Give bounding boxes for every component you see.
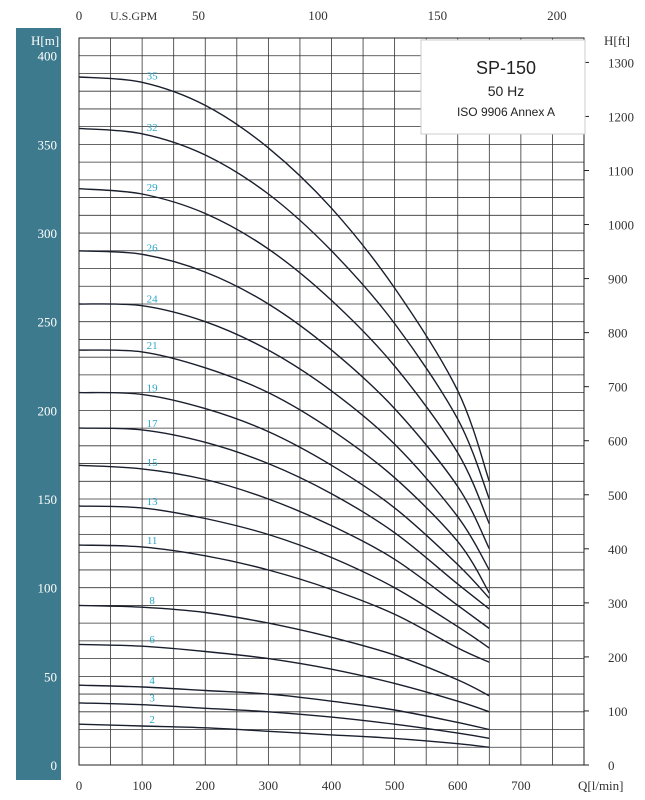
y2-tick-label: 1300 — [608, 55, 634, 70]
y2-tick-label: 1200 — [608, 109, 634, 124]
y2-tick-label: 100 — [608, 704, 628, 719]
head-curve-stage-29 — [78, 188, 490, 525]
x-tick-label: 400 — [322, 778, 342, 793]
head-curve-stage-13 — [78, 505, 490, 649]
stage-label-15: 15 — [147, 457, 159, 469]
head-curve-stage-26 — [78, 250, 490, 550]
y2-tick-label: 200 — [608, 650, 628, 665]
y-tick-label: 150 — [38, 492, 58, 507]
stage-label-2: 2 — [149, 714, 155, 726]
head-curve-stage-21 — [78, 349, 490, 594]
head-curve-stage-17 — [78, 427, 490, 610]
y2-axis-title: H[ft] — [604, 33, 630, 48]
head-curve-stage-6 — [78, 643, 490, 713]
y2-tick-label: 400 — [608, 542, 628, 557]
stage-label-4: 4 — [149, 675, 155, 687]
stage-label-32: 32 — [147, 122, 158, 134]
chart-title: SP-150 — [476, 58, 536, 78]
y2-tick-label: 900 — [608, 272, 628, 287]
x2-tick-label: 200 — [547, 8, 567, 23]
x-tick-label: 200 — [196, 778, 216, 793]
x-tick-label: 0 — [76, 778, 83, 793]
y2-tick-label: 0 — [608, 758, 615, 773]
y-tick-label: 250 — [38, 315, 58, 330]
y-tick-label: 400 — [38, 49, 58, 64]
head-curve-stage-8 — [78, 604, 490, 697]
y2-tick-label: 300 — [608, 596, 628, 611]
stage-label-8: 8 — [149, 595, 155, 607]
stage-label-13: 13 — [147, 496, 159, 508]
head-curve-stage-32 — [78, 127, 490, 500]
x-tick-label: 100 — [132, 778, 152, 793]
head-curve-stage-2 — [78, 723, 490, 748]
stage-label-17: 17 — [147, 418, 159, 430]
y-tick-label: 100 — [38, 581, 58, 596]
y2-tick-label: 600 — [608, 434, 628, 449]
x-tick-label: 700 — [511, 778, 531, 793]
legend-background — [420, 39, 586, 135]
stage-label-3: 3 — [149, 693, 155, 705]
x-tick-label: 300 — [259, 778, 279, 793]
y-tick-label: 350 — [38, 137, 58, 152]
x-tick-label: 500 — [385, 778, 405, 793]
head-curve-stage-35 — [78, 76, 490, 482]
y-tick-label: 200 — [38, 403, 58, 418]
stage-label-11: 11 — [147, 535, 158, 547]
x-axis-title: Q[l/min] — [578, 778, 624, 793]
head-curve-stage-4 — [78, 684, 490, 731]
stage-label-24: 24 — [147, 294, 159, 306]
chart-subtitle: 50 Hz — [488, 83, 525, 99]
stage-label-21: 21 — [147, 340, 158, 352]
head-curve-stage-15 — [78, 464, 490, 630]
stage-labels: 2 3 4 6 8 11 13 15 17 19 21 24 26 29 32 35 — [147, 70, 159, 726]
grid — [79, 38, 584, 765]
y2-tick-label: 1100 — [608, 163, 634, 178]
head-curve-stage-24 — [78, 303, 490, 571]
stage-label-26: 26 — [147, 242, 159, 254]
plot-frame — [78, 37, 585, 766]
x2-tick-label: 100 — [308, 8, 328, 23]
stage-label-19: 19 — [147, 382, 159, 394]
head-curve-stage-3 — [78, 702, 490, 740]
x2-axis-title: U.S.GPM — [110, 9, 158, 23]
head-curves — [78, 76, 490, 748]
stage-label-35: 35 — [147, 70, 159, 82]
x2-tick-label: 50 — [192, 8, 205, 23]
y2-tick-label: 1000 — [608, 218, 634, 233]
x2-tick-label: 0 — [76, 8, 83, 23]
stage-label-29: 29 — [147, 182, 159, 194]
legend-box: SP-150 50 Hz ISO 9906 Annex A — [420, 39, 586, 135]
y-tick-label: 300 — [38, 226, 58, 241]
y2-tick-label: 700 — [608, 380, 628, 395]
y-axis-title: H[m] — [31, 33, 59, 48]
y2-tick-label: 500 — [608, 488, 628, 503]
head-curve-stage-11 — [78, 544, 490, 663]
y2-tick-label: 800 — [608, 326, 628, 341]
y-tick-label: 0 — [51, 758, 58, 773]
x-tick-label: 600 — [448, 778, 468, 793]
chart-note: ISO 9906 Annex A — [457, 105, 555, 119]
stage-label-6: 6 — [149, 634, 155, 646]
head-curve-stage-19 — [78, 391, 490, 599]
left-color-band — [16, 28, 61, 780]
y-tick-label: 50 — [44, 669, 57, 684]
x2-tick-label: 150 — [428, 8, 448, 23]
